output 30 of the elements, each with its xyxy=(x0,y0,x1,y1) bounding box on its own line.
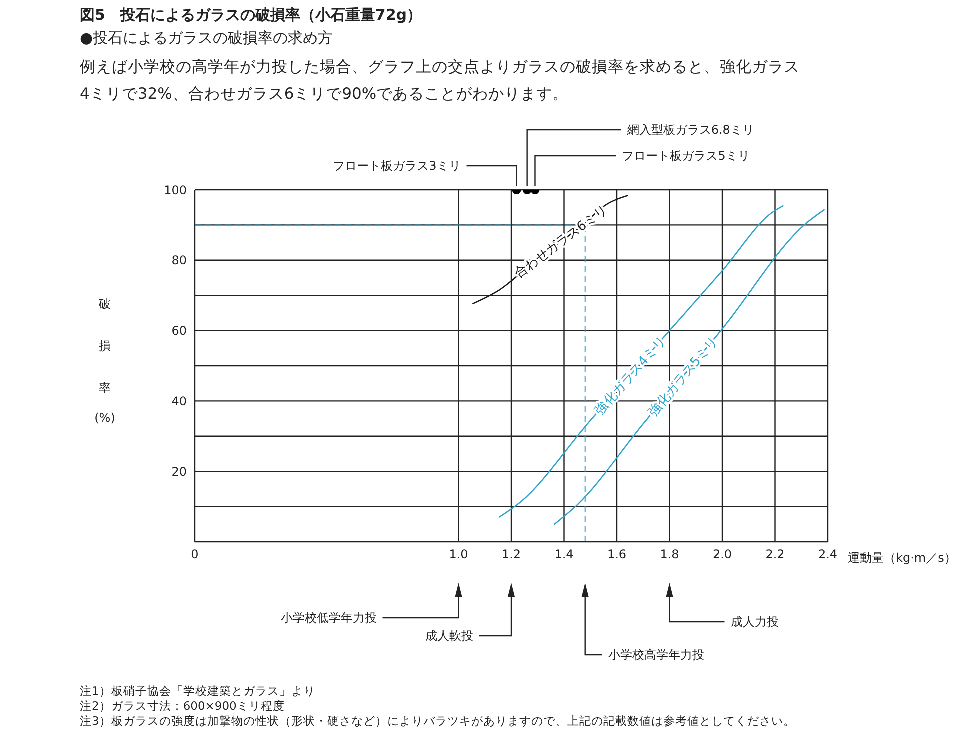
text: 注3）板ガラスの強度は加撃物の性状（形状・硬さなど）によりバラツキがありますので、上記の記載数値は参考値としてください。 xyxy=(80,714,796,729)
x-tick-label: 1.6 xyxy=(607,548,627,562)
y-tick-label: 60 xyxy=(172,324,187,338)
x-tick-label: 1.4 xyxy=(554,548,574,562)
text: 注1）板硝子協会「学校建築とガラス」より xyxy=(80,684,316,699)
annotation: フロート板ガラス5ミリ xyxy=(622,149,750,163)
x-tick-label: 2.2 xyxy=(766,548,785,562)
x-tick-label: 0 xyxy=(191,548,199,562)
y-tick-label: 40 xyxy=(172,394,187,408)
text: 成人力投 xyxy=(730,615,779,629)
text: 破損率(%) xyxy=(94,297,116,425)
text: 小学校高学年力投 xyxy=(608,648,704,662)
text: 成人軟投 xyxy=(426,629,474,643)
chart-title: 図5 投石によるガラスの破損率（小石重量72g） xyxy=(80,6,422,25)
y-tick-label: 80 xyxy=(172,254,187,268)
text: 4ミリで32%、合わせガラス6ミリで90%であることがわかります。 xyxy=(80,84,569,105)
y-tick-label: 20 xyxy=(172,464,187,479)
text: 例えば小学校の高学年が力投した場合、グラフ上の交点よりガラスの破損率を求めると、強化ガラス xyxy=(80,57,800,78)
x-tick-label: 2.4 xyxy=(818,548,838,562)
annotation: 網入型板ガラス6.8ミリ xyxy=(626,123,754,137)
annotation: フロート板ガラス3ミリ xyxy=(333,159,461,173)
x-tick-label: 1.8 xyxy=(660,548,680,562)
chart-subtitle: ●投石によるガラスの破損率の求め方 xyxy=(80,29,334,48)
x-tick-label: 2.0 xyxy=(712,548,732,562)
y-tick-label: 100 xyxy=(164,183,187,198)
text: 小学校低学年力投 xyxy=(280,611,377,625)
x-tick-label: 1.0 xyxy=(449,548,468,562)
x-axis-title: 運動量（kg·m／s） xyxy=(848,551,956,565)
x-tick-label: 1.2 xyxy=(502,548,522,562)
text: 注2）ガラス寸法：600×900ミリ程度 xyxy=(80,699,285,714)
